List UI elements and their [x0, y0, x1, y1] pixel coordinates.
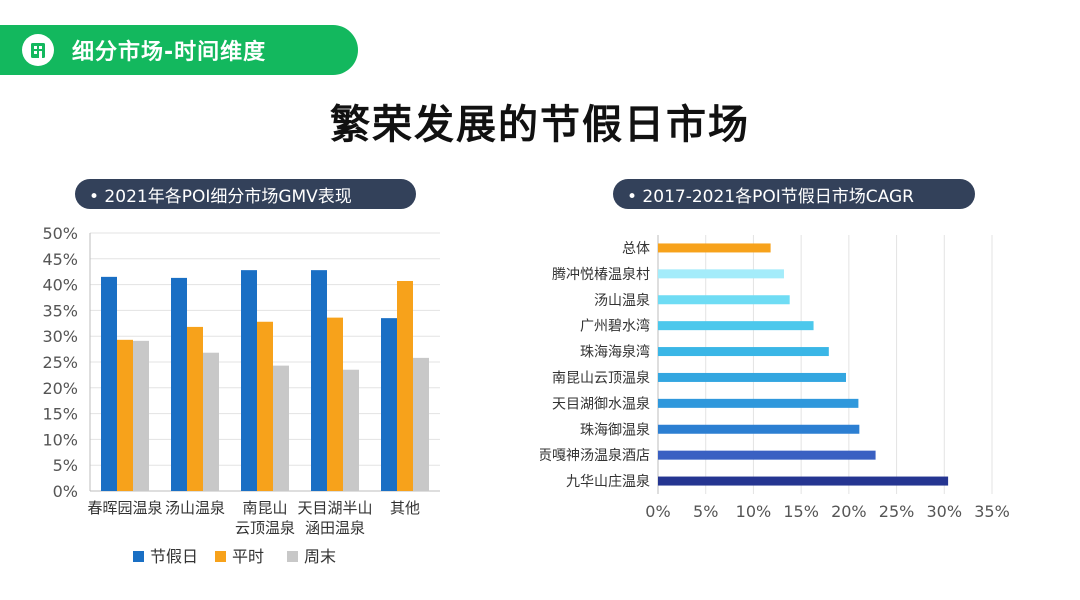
bar-节假日	[241, 270, 257, 491]
bar-平时	[327, 317, 343, 491]
cagr-bar	[658, 450, 876, 460]
building-icon	[22, 34, 54, 66]
cagr-bar	[658, 347, 829, 357]
cagr-bar	[658, 476, 949, 486]
x-tick-label: 10%	[736, 502, 772, 521]
cagr-bar	[658, 372, 846, 382]
y-category-label: 汤山温泉	[594, 292, 650, 309]
cagr-bar-chart: 0% 5% 10% 15% 20% 25% 30% 35% 总体腾冲悦椿温泉村汤山温泉广州碧水湾…	[540, 235, 1010, 521]
y-tick-label: 20%	[42, 379, 78, 398]
cagr-bar	[658, 398, 859, 408]
y-category-label: 腾冲悦椿温泉村	[552, 266, 650, 283]
bar-平时	[397, 280, 413, 491]
bar-周末	[413, 357, 429, 491]
legend-label: 周末	[304, 547, 336, 566]
y-tick-label: 30%	[42, 327, 78, 346]
x-tick-label: 春晖园温泉	[87, 499, 162, 517]
x-tick-label: 汤山温泉	[165, 499, 225, 517]
legend-swatch	[215, 551, 226, 562]
gmv-bar-chart: 0% 5% 10% 15% 20% 25% 30% 35% 40% 45% 50% 春晖园温泉 汤山温泉…	[42, 224, 440, 566]
bar-周末	[343, 369, 359, 491]
bar-节假日	[311, 270, 327, 491]
y-tick-label: 10%	[42, 430, 78, 449]
x-tick-label: 0%	[645, 502, 670, 521]
y-tick-label: 50%	[42, 224, 78, 243]
x-tick-label: 其他	[390, 499, 420, 517]
cagr-bar	[658, 295, 790, 305]
cagr-bar	[658, 243, 771, 253]
legend-swatch	[287, 551, 298, 562]
x-tick-label: 天目湖半山	[297, 499, 372, 517]
bar-周末	[273, 365, 289, 491]
y-category-label: 珠海御温泉	[580, 421, 650, 438]
x-tick-label: 云顶温泉	[235, 519, 295, 537]
cagr-bar	[658, 321, 814, 331]
x-tick-label: 30%	[927, 502, 963, 521]
section-tag-label: 细分市场-时间维度	[72, 40, 267, 65]
y-category-label: 天目湖御水温泉	[552, 395, 650, 412]
y-tick-label: 0%	[53, 482, 78, 501]
y-tick-label: 15%	[42, 405, 78, 424]
bar-节假日	[101, 276, 117, 491]
left-chart-title: • 2021年各POI细分市场GMV表现	[75, 179, 416, 209]
y-category-label: 总体	[622, 241, 650, 257]
x-tick-label: 涵田温泉	[305, 519, 365, 537]
bar-节假日	[171, 277, 187, 491]
x-tick-label: 25%	[879, 502, 915, 521]
y-tick-label: 45%	[42, 250, 78, 269]
x-tick-label: 5%	[693, 502, 718, 521]
right-chart-title: • 2017-2021各POI节假日市场CAGR	[613, 179, 975, 209]
x-tick-label: 15%	[783, 502, 819, 521]
x-tick-label: 35%	[974, 502, 1010, 521]
y-tick-label: 40%	[42, 276, 78, 295]
bar-平时	[117, 339, 133, 491]
cagr-bar	[658, 424, 860, 434]
section-tag: 细分市场-时间维度	[0, 25, 358, 75]
bar-平时	[257, 321, 273, 491]
y-category-label: 九华山庄温泉	[566, 473, 650, 490]
bar-节假日	[381, 318, 397, 491]
legend-label: 节假日	[150, 547, 198, 566]
y-tick-label: 5%	[53, 456, 78, 475]
bar-周末	[203, 352, 219, 491]
page-title: 繁荣发展的节假日市场	[330, 102, 750, 148]
y-category-label: 南昆山云顶温泉	[552, 369, 650, 386]
cagr-bar	[658, 269, 784, 279]
bar-平时	[187, 326, 203, 491]
legend-swatch	[133, 551, 144, 562]
y-category-label: 贡嘎神汤温泉酒店	[540, 447, 650, 464]
legend-label: 平时	[232, 547, 264, 566]
y-tick-label: 25%	[42, 353, 78, 372]
y-category-label: 广州碧水湾	[580, 318, 650, 335]
bar-周末	[133, 340, 149, 491]
y-tick-label: 35%	[42, 301, 78, 320]
x-tick-label: 南昆山	[242, 499, 287, 517]
x-tick-label: 20%	[831, 502, 867, 521]
y-category-label: 珠海海泉湾	[580, 344, 650, 361]
